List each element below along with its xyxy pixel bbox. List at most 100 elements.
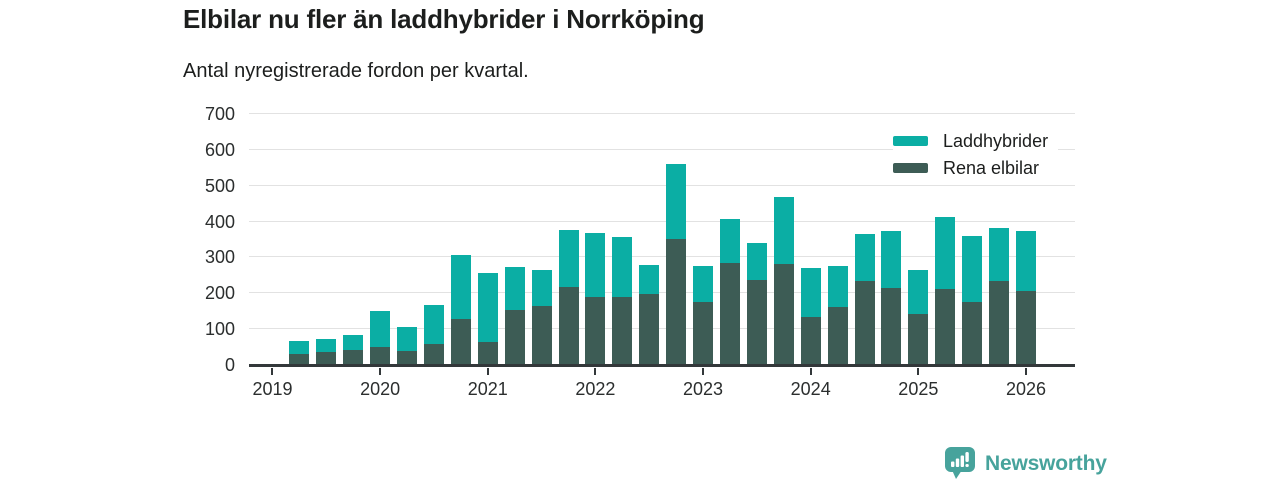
x-axis-tick-2021 [486,368,489,375]
y-axis-label-500: 500 [204,175,235,196]
bar-2020-q1 [370,310,391,365]
segment-laddhybrider [639,265,660,294]
segment-laddhybrider [962,236,983,303]
bar-2021-q3 [531,270,552,365]
bar-2022-q4 [666,163,687,365]
bar-2025-q1 [908,269,929,365]
segment-rena-elbilar [612,297,633,365]
x-axis-tick-2025 [917,368,920,375]
newsworthy-logo[interactable]: Newsworthy [944,446,1107,480]
segment-laddhybrider [370,310,391,348]
bar-2023-q4 [773,197,794,365]
legend-label-laddhybrider: Laddhybrider [943,130,1049,151]
bar-2019-q2 [289,340,310,365]
bar-2025-q2 [935,216,956,365]
segment-laddhybrider [397,327,418,352]
chart-title: Elbilar nu fler än laddhybrider i Norrkö… [183,4,705,34]
segment-laddhybrider [1015,231,1036,291]
segment-rena-elbilar [773,263,794,365]
segment-rena-elbilar [962,302,983,365]
legend-swatch-laddhybrider [893,135,928,146]
bar-2019-q3 [316,338,337,365]
gridline-100 [249,328,1075,330]
x-axis-tick-2026 [1024,368,1027,375]
segment-rena-elbilar [881,287,902,365]
chart-subtitle: Antal nyregistrerade fordon per kvartal. [183,60,529,82]
segment-rena-elbilar [746,279,767,365]
segment-laddhybrider [800,268,821,317]
segment-laddhybrider [612,236,633,298]
x-axis-tick-2022 [594,368,597,375]
segment-laddhybrider [719,219,740,263]
segment-rena-elbilar [827,307,848,365]
y-axis-label-300: 300 [204,247,235,268]
gridline-600 [249,148,1075,150]
bar-2020-q3 [423,304,444,365]
x-axis-tick-2023 [702,368,705,375]
gridline-500 [249,184,1075,186]
segment-laddhybrider [693,266,714,302]
segment-rena-elbilar [854,281,875,365]
x-axis-label-2020: 2020 [360,379,401,399]
segment-laddhybrider [908,269,929,315]
segment-laddhybrider [585,233,606,298]
segment-rena-elbilar [343,350,364,365]
segment-rena-elbilar [719,262,740,365]
segment-laddhybrider [854,233,875,282]
legend-item-rena-elbilar: Rena elbilar [893,154,1059,181]
bar-2021-q4 [558,229,579,365]
legend: Laddhybrider Rena elbilar [893,127,1059,181]
bar-2021-q2 [504,266,525,365]
x-axis-label-2022: 2022 [575,379,616,399]
segment-rena-elbilar [639,293,660,365]
segment-rena-elbilar [289,354,310,365]
bar-2023-q1 [693,266,714,365]
bar-2022-q2 [612,236,633,365]
bar-2025-q4 [989,228,1010,365]
bar-2026-q1 [1015,231,1036,365]
x-axis-label-2023: 2023 [683,379,724,399]
segment-rena-elbilar [504,310,525,365]
segment-rena-elbilar [316,352,337,365]
bar-2025-q3 [962,236,983,365]
bar-2023-q2 [719,219,740,365]
segment-laddhybrider [827,265,848,308]
segment-rena-elbilar [531,305,552,365]
y-axis-label-0: 0 [224,355,235,375]
segment-laddhybrider [343,335,364,351]
segment-laddhybrider [881,230,902,288]
segment-rena-elbilar [935,288,956,365]
newsworthy-logo-text: Newsworthy [985,451,1107,475]
bar-2022-q1 [585,233,606,365]
segment-laddhybrider [504,266,525,311]
y-axis-label-100: 100 [204,319,235,340]
x-axis-label-2025: 2025 [898,379,939,399]
segment-rena-elbilar [477,341,498,365]
x-axis-tick-2020 [379,368,382,375]
segment-laddhybrider [316,338,337,353]
bar-2020-q2 [397,327,418,365]
segment-rena-elbilar [450,319,471,365]
x-axis-label-2024: 2024 [790,379,831,399]
x-axis-tick-2019 [271,368,274,375]
gridline-300 [249,256,1075,258]
segment-rena-elbilar [908,314,929,365]
bar-2024-q4 [881,230,902,365]
segment-laddhybrider [773,197,794,264]
bar-2021-q1 [477,273,498,365]
segment-laddhybrider [666,163,687,239]
bar-2024-q3 [854,233,875,365]
bar-2024-q2 [827,265,848,365]
segment-rena-elbilar [397,351,418,365]
segment-laddhybrider [477,273,498,342]
bar-2020-q4 [450,254,471,365]
y-axis-label-200: 200 [204,283,235,304]
segment-rena-elbilar [800,316,821,365]
segment-rena-elbilar [370,347,391,365]
gridline-400 [249,220,1075,222]
x-axis-tick-2024 [809,368,812,375]
y-axis-label-700: 700 [204,104,235,124]
y-axis-label-400: 400 [204,211,235,232]
x-axis-label-2019: 2019 [252,379,293,399]
